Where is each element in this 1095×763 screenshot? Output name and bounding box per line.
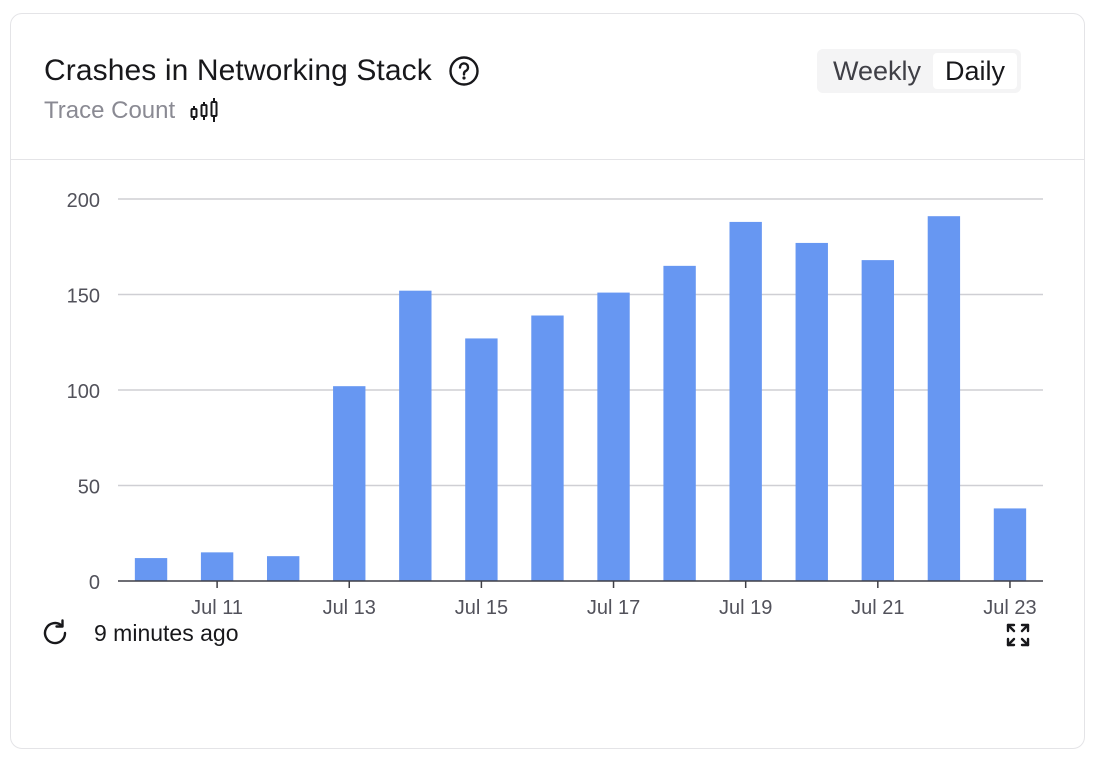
chart-title: Crashes in Networking Stack bbox=[44, 54, 432, 87]
bar[interactable] bbox=[134, 558, 168, 581]
x-tick-label: Jul 15 bbox=[455, 597, 508, 619]
bar[interactable] bbox=[266, 556, 300, 581]
expand-icon[interactable] bbox=[1003, 620, 1033, 650]
y-tick-label: 0 bbox=[89, 572, 100, 594]
footer-status: 9 minutes ago bbox=[38, 616, 238, 650]
bar[interactable] bbox=[465, 338, 498, 581]
title-row: Crashes in Networking Stack bbox=[44, 54, 480, 88]
refresh-icon[interactable] bbox=[38, 616, 72, 650]
y-tick-label: 150 bbox=[67, 286, 100, 308]
subtitle-row: Trace Count bbox=[44, 96, 219, 126]
toggle-weekly[interactable]: Weekly bbox=[821, 53, 933, 89]
bar[interactable] bbox=[597, 292, 630, 581]
card-header: Crashes in Networking Stack Trace Count bbox=[11, 14, 1084, 160]
x-tick-label: Jul 23 bbox=[983, 597, 1036, 619]
chart-card: Crashes in Networking Stack Trace Count bbox=[10, 13, 1085, 749]
bar[interactable] bbox=[927, 216, 961, 581]
y-tick-label: 50 bbox=[78, 477, 100, 499]
bar[interactable] bbox=[399, 290, 432, 581]
bar[interactable] bbox=[333, 386, 366, 581]
period-toggle: Weekly Daily bbox=[817, 49, 1022, 93]
bar[interactable] bbox=[861, 260, 895, 581]
chart-subtitle: Trace Count bbox=[44, 97, 176, 124]
x-tick-label: Jul 21 bbox=[851, 597, 904, 619]
candlestick-icon bbox=[190, 98, 218, 122]
bar[interactable] bbox=[531, 315, 564, 581]
bar[interactable] bbox=[795, 242, 828, 581]
bar[interactable] bbox=[663, 265, 696, 581]
x-tick-label: Jul 17 bbox=[587, 597, 640, 619]
y-tick-label: 100 bbox=[67, 381, 100, 403]
bar[interactable] bbox=[993, 508, 1027, 581]
last-updated-text: 9 minutes ago bbox=[94, 619, 239, 646]
question-circle-icon[interactable] bbox=[448, 55, 480, 87]
x-tick-label: Jul 11 bbox=[191, 597, 243, 619]
bar[interactable] bbox=[729, 221, 762, 582]
y-tick-label: 200 bbox=[67, 190, 100, 212]
toggle-daily[interactable]: Daily bbox=[933, 53, 1018, 89]
x-tick-label: Jul 13 bbox=[323, 597, 376, 619]
bar[interactable] bbox=[200, 552, 234, 581]
x-tick-label: Jul 19 bbox=[719, 597, 772, 619]
